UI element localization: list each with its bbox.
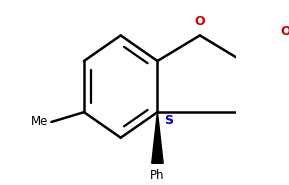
Polygon shape	[152, 112, 163, 163]
Text: O: O	[194, 15, 205, 28]
Text: Me: Me	[31, 115, 48, 129]
Text: O: O	[281, 25, 289, 38]
Text: S: S	[164, 114, 173, 127]
Text: Ph: Ph	[150, 169, 165, 182]
